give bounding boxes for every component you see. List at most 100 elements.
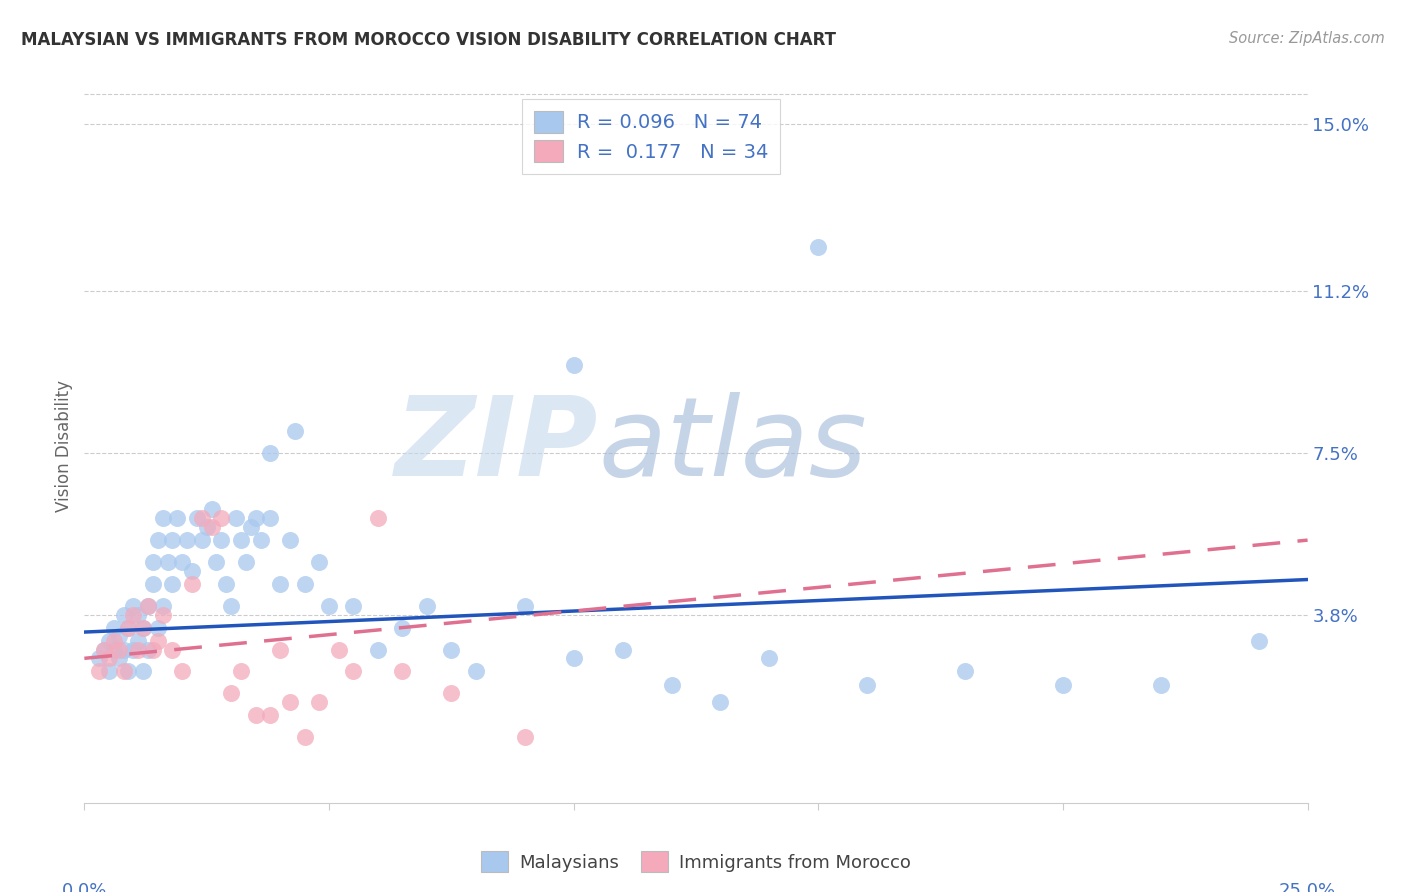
Text: 0.0%: 0.0% [62, 881, 107, 892]
Point [294, 730, 316, 744]
Point [856, 677, 879, 691]
Point [166, 511, 188, 525]
Point [308, 555, 330, 569]
Point [186, 511, 208, 525]
Point [278, 695, 301, 709]
Point [219, 686, 242, 700]
Point [318, 599, 340, 613]
Point [440, 686, 463, 700]
Point [191, 533, 214, 548]
Point [117, 665, 139, 679]
Legend: Malaysians, Immigrants from Morocco: Malaysians, Immigrants from Morocco [474, 844, 918, 880]
Point [215, 577, 238, 591]
Point [191, 511, 214, 525]
Point [132, 621, 155, 635]
Point [181, 564, 204, 578]
Point [107, 629, 129, 643]
Point [229, 665, 252, 679]
Point [562, 651, 585, 665]
Point [513, 730, 536, 744]
Point [172, 555, 194, 569]
Point [367, 511, 389, 525]
Point [807, 240, 830, 254]
Point [152, 599, 174, 613]
Point [97, 651, 120, 665]
Point [152, 607, 174, 622]
Point [117, 621, 139, 635]
Point [142, 555, 165, 569]
Point [342, 665, 364, 679]
Point [342, 599, 364, 613]
Point [127, 633, 149, 648]
Point [103, 633, 125, 648]
Text: ZIP: ZIP [395, 392, 598, 500]
Point [367, 642, 389, 657]
Point [112, 642, 135, 657]
Point [259, 511, 281, 525]
Point [200, 502, 222, 516]
Point [107, 651, 129, 665]
Point [562, 358, 585, 372]
Point [132, 621, 155, 635]
Point [122, 607, 145, 622]
Point [235, 555, 257, 569]
Point [278, 533, 301, 548]
Point [249, 533, 271, 548]
Point [758, 651, 780, 665]
Point [97, 665, 120, 679]
Point [661, 677, 683, 691]
Point [97, 633, 120, 648]
Point [117, 621, 139, 635]
Point [127, 642, 149, 657]
Point [146, 633, 169, 648]
Point [513, 599, 536, 613]
Point [612, 642, 634, 657]
Point [136, 599, 159, 613]
Point [103, 642, 125, 657]
Text: Source: ZipAtlas.com: Source: ZipAtlas.com [1229, 31, 1385, 46]
Point [1150, 677, 1173, 691]
Point [294, 577, 316, 591]
Point [1052, 677, 1074, 691]
Point [107, 642, 129, 657]
Point [112, 607, 135, 622]
Text: 25.0%: 25.0% [1279, 881, 1336, 892]
Point [136, 642, 159, 657]
Point [391, 621, 413, 635]
Point [391, 665, 413, 679]
Point [112, 665, 135, 679]
Point [328, 642, 350, 657]
Point [176, 533, 198, 548]
Point [87, 665, 110, 679]
Point [172, 665, 194, 679]
Text: MALAYSIAN VS IMMIGRANTS FROM MOROCCO VISION DISABILITY CORRELATION CHART: MALAYSIAN VS IMMIGRANTS FROM MOROCCO VIS… [21, 31, 837, 49]
Point [142, 642, 165, 657]
Point [93, 642, 115, 657]
Point [225, 511, 247, 525]
Y-axis label: Vision Disability: Vision Disability [55, 380, 73, 512]
Point [162, 642, 184, 657]
Point [181, 577, 204, 591]
Point [709, 695, 731, 709]
Point [87, 651, 110, 665]
Point [953, 665, 976, 679]
Point [200, 520, 222, 534]
Point [416, 599, 439, 613]
Point [156, 555, 179, 569]
Point [162, 533, 184, 548]
Point [1247, 633, 1270, 648]
Point [93, 642, 115, 657]
Point [146, 621, 169, 635]
Point [269, 642, 291, 657]
Point [122, 599, 145, 613]
Point [162, 577, 184, 591]
Point [308, 695, 330, 709]
Point [464, 665, 486, 679]
Point [245, 511, 267, 525]
Point [239, 520, 262, 534]
Point [269, 577, 291, 591]
Point [209, 511, 232, 525]
Text: atlas: atlas [598, 392, 866, 500]
Point [103, 621, 125, 635]
Point [440, 642, 463, 657]
